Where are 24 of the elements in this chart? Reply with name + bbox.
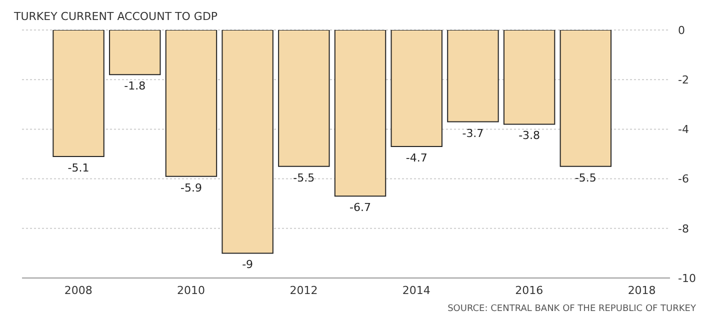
y-tick-label: -4: [678, 123, 689, 136]
data-label: -6.7: [350, 201, 372, 214]
y-tick-label: -6: [678, 172, 689, 186]
y-tick-label: 0: [678, 24, 685, 37]
x-tick-label: 2018: [628, 284, 656, 297]
data-label: -3.8: [518, 129, 540, 142]
x-tick-label: 2014: [402, 284, 430, 297]
x-tick-label: 2008: [64, 284, 92, 297]
source-note: SOURCE: CENTRAL BANK OF THE REPUBLIC OF TURKEY: [448, 304, 696, 314]
data-label: -5.5: [574, 171, 596, 184]
data-label: -5.1: [68, 161, 90, 174]
x-tick-label: 2016: [515, 284, 544, 297]
data-label: -4.7: [406, 152, 428, 165]
x-tick-label: 2010: [177, 284, 206, 297]
x-tick-label: 2012: [290, 284, 318, 297]
data-label: -5.5: [293, 171, 315, 184]
data-label: -1.8: [124, 80, 146, 93]
data-label: -9: [242, 258, 254, 272]
data-label: -5.9: [180, 181, 202, 194]
y-tick-label: -2: [678, 74, 689, 87]
y-tick-label: -10: [678, 272, 696, 285]
chart-title: TURKEY CURRENT ACCOUNT TO GDP: [14, 10, 218, 23]
data-label: -3.7: [462, 126, 484, 140]
y-tick-label: -8: [678, 222, 689, 236]
